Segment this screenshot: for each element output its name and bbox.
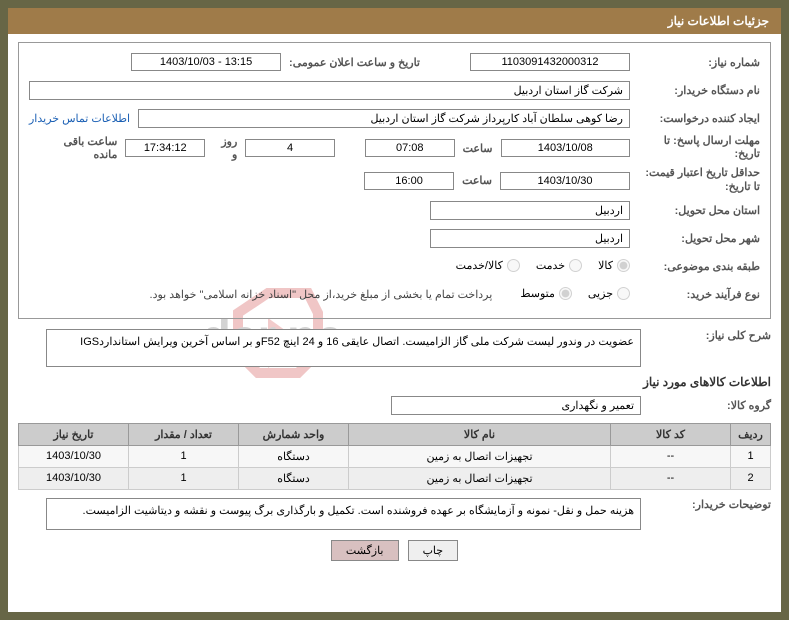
label-announce-dt: تاریخ و ساعت اعلان عمومی: [289, 56, 420, 69]
radio-proc[interactable]: جزیی [588, 287, 630, 300]
table-row: 2--تجهیزات اتصال به زمیندستگاه11403/10/3… [19, 467, 771, 489]
table-header: کد کالا [611, 423, 731, 445]
value-province: اردبیل [430, 201, 630, 220]
value-price-validity-date: 1403/10/30 [500, 172, 630, 190]
value-need-no: 1103091432000312 [470, 53, 630, 71]
radio-input[interactable] [617, 259, 630, 272]
items-table: ردیفکد کالانام کالاواحد شمارشتعداد / مقد… [18, 423, 771, 490]
label-remaining: ساعت باقی مانده [37, 135, 117, 161]
value-buyer-notes: هزینه حمل و نقل- نمونه و آزمایشگاه بر عه… [46, 498, 641, 530]
button-row: چاپ بازگشت [18, 540, 771, 561]
radio-input[interactable] [507, 259, 520, 272]
panel-header: جزئیات اطلاعات نیاز [8, 8, 781, 34]
row-buyer-notes: توضیحات خریدار: هزینه حمل و نقل- نمونه و… [18, 498, 771, 530]
radio-input[interactable] [569, 259, 582, 272]
value-price-validity-time: 16:00 [364, 172, 454, 190]
label-rooz-va: روز و [213, 135, 237, 161]
form-panel: شماره نیاز: 1103091432000312 تاریخ و ساع… [18, 42, 771, 319]
table-header: تاریخ نیاز [19, 423, 129, 445]
table-cell: 2 [731, 467, 771, 489]
label-general-desc: شرح کلی نیاز: [641, 329, 771, 342]
radio-label: متوسط [520, 287, 555, 300]
panel-title: جزئیات اطلاعات نیاز [668, 14, 769, 28]
row-province: استان محل تحویل: اردبیل [29, 200, 760, 222]
row-need-no: شماره نیاز: 1103091432000312 تاریخ و ساع… [29, 51, 760, 73]
value-goods-group: تعمیر و نگهداری [391, 396, 641, 415]
table-cell: 1403/10/30 [19, 467, 129, 489]
value-remaining-days: 4 [245, 139, 335, 157]
table-cell: دستگاه [239, 445, 349, 467]
radio-input[interactable] [559, 287, 572, 300]
value-city: اردبیل [430, 229, 630, 248]
table-cell: 1403/10/30 [19, 445, 129, 467]
label-goods-group: گروه کالا: [641, 399, 771, 412]
label-buyer-notes: توضیحات خریدار: [641, 498, 771, 511]
value-general-desc: عضویت در وندور لیست شرکت ملی گاز الزامیس… [46, 329, 641, 367]
radio-cat[interactable]: کالا/خدمت [456, 259, 520, 272]
table-header: تعداد / مقدار [129, 423, 239, 445]
label-saat-1: ساعت [463, 142, 493, 155]
row-process: نوع فرآیند خرید: جزیی متوسط پرداخت تمام ی… [29, 284, 760, 306]
table-head-row: ردیفکد کالانام کالاواحد شمارشتعداد / مقد… [19, 423, 771, 445]
table-row: 1--تجهیزات اتصال به زمیندستگاه11403/10/3… [19, 445, 771, 467]
table-header: نام کالا [349, 423, 611, 445]
table-cell: -- [611, 445, 731, 467]
row-deadline: مهلت ارسال پاسخ: تا تاریخ: 1403/10/08 سا… [29, 135, 760, 161]
radios-category: کالا خدمت کالا/خدمت [440, 259, 630, 275]
content-area: AriaTender.ne شماره نیاز: 11030914320003… [8, 34, 781, 561]
table-cell: -- [611, 467, 731, 489]
table-cell: 1 [129, 445, 239, 467]
print-button[interactable]: چاپ [408, 540, 459, 561]
label-price-validity: حداقل تاریخ اعتبار قیمت: تا تاریخ: [630, 167, 760, 193]
radios-process: جزیی متوسط [504, 287, 630, 303]
value-deadline-date: 1403/10/08 [501, 139, 630, 157]
label-process: نوع فرآیند خرید: [630, 288, 760, 301]
label-category: طبقه بندی موضوعی: [630, 260, 760, 273]
row-price-validity: حداقل تاریخ اعتبار قیمت: تا تاریخ: 1403/… [29, 167, 760, 193]
radio-label: خدمت [536, 259, 565, 272]
row-category: طبقه بندی موضوعی: کالا خدمت کالا/خدمت [29, 256, 760, 278]
row-goods-group: گروه کالا: تعمیر و نگهداری [18, 395, 771, 417]
table-cell: دستگاه [239, 467, 349, 489]
label-province: استان محل تحویل: [630, 204, 760, 217]
label-need-no: شماره نیاز: [630, 56, 760, 69]
row-requester: ایجاد کننده درخواست: رضا کوهی سلطان آباد… [29, 107, 760, 129]
link-contact-buyer[interactable]: اطلاعات تماس خریدار [29, 112, 130, 125]
table-cell: 1 [129, 467, 239, 489]
value-buyer-org: شرکت گاز استان اردبیل [29, 81, 630, 100]
section-items-title: اطلاعات کالاهای مورد نیاز [18, 375, 771, 389]
row-buyer-org: نام دستگاه خریدار: شرکت گاز استان اردبیل [29, 79, 760, 101]
value-requester: رضا کوهی سلطان آباد کارپرداز شرکت گاز اس… [138, 109, 630, 128]
label-requester: ایجاد کننده درخواست: [630, 112, 760, 125]
table-cell: تجهیزات اتصال به زمین [349, 445, 611, 467]
value-remaining-time: 17:34:12 [125, 139, 205, 157]
table-cell: تجهیزات اتصال به زمین [349, 467, 611, 489]
table-cell: 1 [731, 445, 771, 467]
radio-label: کالا [598, 259, 613, 272]
radio-label: کالا/خدمت [456, 259, 503, 272]
row-city: شهر محل تحویل: اردبیل [29, 228, 760, 250]
radio-label: جزیی [588, 287, 613, 300]
back-button[interactable]: بازگشت [331, 540, 399, 561]
table-header: واحد شمارش [239, 423, 349, 445]
row-general-desc: شرح کلی نیاز: عضویت در وندور لیست شرکت م… [18, 329, 771, 367]
radio-proc[interactable]: متوسط [520, 287, 572, 300]
process-note: پرداخت تمام یا بخشی از مبلغ خرید،از محل … [150, 288, 493, 301]
radio-cat[interactable]: کالا [598, 259, 630, 272]
value-announce-dt: 1403/10/03 - 13:15 [131, 53, 281, 71]
label-saat-2: ساعت [462, 174, 492, 187]
label-city: شهر محل تحویل: [630, 232, 760, 245]
label-buyer-org: نام دستگاه خریدار: [630, 84, 760, 97]
radio-input[interactable] [617, 287, 630, 300]
table-header: ردیف [731, 423, 771, 445]
radio-cat[interactable]: خدمت [536, 259, 582, 272]
label-deadline: مهلت ارسال پاسخ: تا تاریخ: [630, 135, 760, 161]
outer-frame: جزئیات اطلاعات نیاز AriaTender.ne شماره … [0, 0, 789, 620]
value-deadline-time: 07:08 [365, 139, 455, 157]
